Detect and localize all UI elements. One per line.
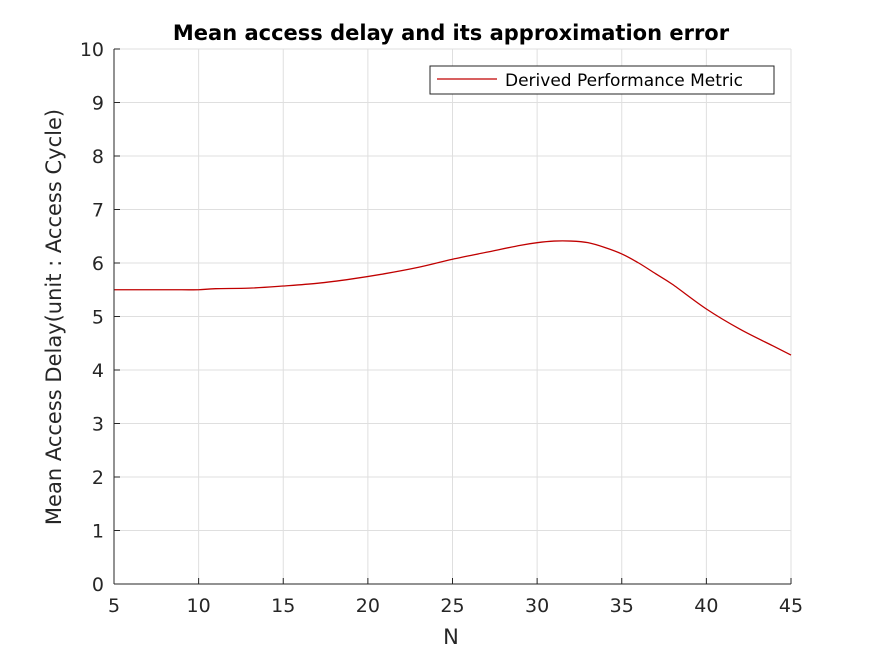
legend: Derived Performance Metric (429, 65, 775, 95)
axes (113, 48, 792, 585)
legend-box (429, 65, 775, 95)
x-tick-label: 30 (525, 595, 549, 617)
x-tick-label: 35 (610, 595, 634, 617)
x-tick-label: 25 (440, 595, 464, 617)
x-tick-label: 5 (108, 595, 120, 617)
y-tick-label: 8 (92, 146, 104, 168)
y-tick-label: 1 (92, 521, 104, 543)
series-line-derived-performance-metric (114, 240, 792, 356)
x-tick-label: 40 (694, 595, 718, 617)
y-axis-label: Mean Access Delay(unit : Access Cycle) (42, 109, 66, 525)
plot-area (114, 240, 792, 356)
y-tick-label: 4 (92, 360, 104, 382)
x-axis-label: N (443, 625, 459, 649)
legend-label-derived-performance-metric: Derived Performance Metric (505, 71, 743, 91)
y-tick-label: 7 (92, 200, 104, 222)
y-tick-label: 10 (80, 39, 104, 61)
x-tick-label: 15 (271, 595, 295, 617)
x-tick-label: 20 (356, 595, 380, 617)
y-tick-label: 3 (92, 414, 104, 436)
y-tick-label: 0 (92, 574, 104, 596)
y-tick-label: 5 (92, 307, 104, 329)
chart-title: Mean access delay and its approximation … (173, 21, 730, 45)
x-tick-label: 10 (187, 595, 211, 617)
x-tick-label: 45 (779, 595, 803, 617)
y-tick-label: 2 (92, 467, 104, 489)
y-tick-label: 6 (92, 253, 104, 275)
grid-lines (113, 48, 792, 585)
y-tick-label: 9 (92, 93, 104, 115)
